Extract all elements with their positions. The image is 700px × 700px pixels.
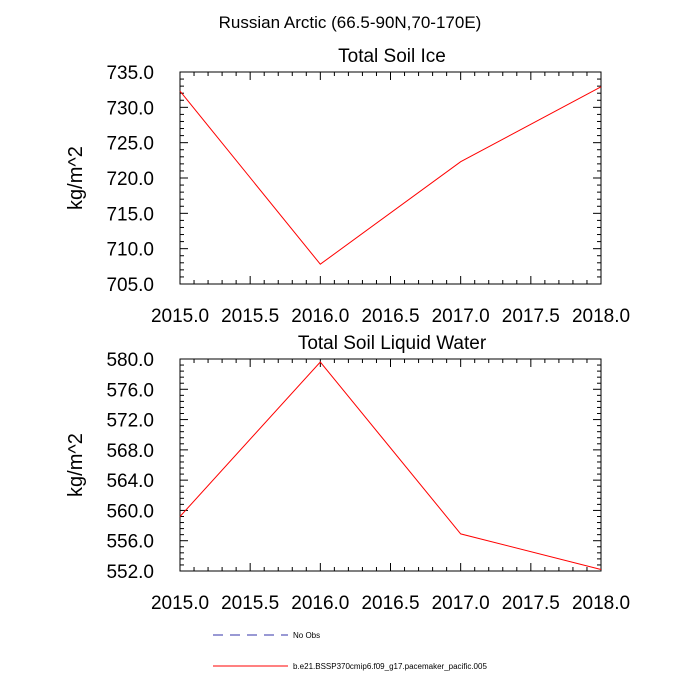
soil-liquid-water-x-tick-label: 2018.0	[572, 593, 630, 614]
soil-ice-y-tick-label: 725.0	[106, 134, 154, 155]
soil-ice-panel: Total Soil Ice 2015.0 2015.5 2016.0 2016.5 20…	[65, 46, 630, 327]
soil-liquid-water-title: Total Soil Liquid Water	[298, 333, 487, 354]
soil-liquid-water-series-line	[179, 361, 602, 570]
soil-ice-y-tick-label: 730.0	[106, 98, 154, 119]
soil-ice-x-tick-label: 2015.5	[221, 306, 279, 327]
soil-liquid-water-y-tick-label: 564.0	[106, 471, 154, 492]
soil-ice-y-tick-label: 705.0	[106, 275, 154, 296]
soil-ice-series-line	[179, 86, 602, 265]
figure-title: Russian Arctic (66.5-90N,70-170E)	[219, 13, 482, 32]
soil-liquid-water-x-tick-label: 2017.5	[502, 593, 560, 614]
soil-ice-x-tick-label: 2017.5	[502, 306, 560, 327]
soil-ice-y-tick-label: 720.0	[106, 169, 154, 190]
soil-liquid-water-x-tick-label: 2015.5	[221, 593, 279, 614]
soil-ice-x-tick-label: 2018.0	[572, 306, 630, 327]
soil-ice-y-axis-title: kg/m^2	[65, 146, 87, 210]
soil-liquid-water-y-tick-label: 572.0	[106, 411, 154, 432]
soil-liquid-water-plot-frame	[179, 358, 602, 572]
soil-liquid-water-y-tick-label: 560.0	[106, 501, 154, 522]
soil-liquid-water-x-tick-label: 2016.5	[361, 593, 419, 614]
soil-liquid-water-y-axis-title: kg/m^2	[65, 433, 87, 497]
soil-liquid-water-x-tick-label: 2016.0	[291, 593, 349, 614]
legend: No Obs b.e21.BSSP370cmip6.f09_g17.pacema…	[213, 631, 487, 671]
soil-liquid-water-x-tick-label: 2017.0	[432, 593, 490, 614]
soil-liquid-water-panel: Total Soil Liquid Water 2015.0 2015.5 2016.…	[65, 333, 630, 614]
soil-ice-y-tick-label: 715.0	[106, 204, 154, 225]
soil-ice-y-tick-label: 735.0	[106, 63, 154, 84]
soil-ice-title: Total Soil Ice	[338, 46, 446, 67]
soil-ice-x-tick-label: 2016.5	[361, 306, 419, 327]
soil-ice-y-tick-label: 710.0	[106, 240, 154, 261]
soil-ice-x-tick-label: 2016.0	[291, 306, 349, 327]
soil-ice-x-tick-label: 2017.0	[432, 306, 490, 327]
soil-ice-x-tick-label: 2015.0	[151, 306, 209, 327]
soil-liquid-water-y-tick-label: 552.0	[106, 562, 154, 583]
soil-ice-plot-frame	[179, 71, 602, 285]
soil-liquid-water-y-tick-label: 556.0	[106, 532, 154, 553]
soil-liquid-water-x-tick-label: 2015.0	[151, 593, 209, 614]
legend-model-label: b.e21.BSSP370cmip6.f09_g17.pacemaker_pac…	[293, 662, 487, 671]
soil-liquid-water-y-tick-label: 568.0	[106, 441, 154, 462]
soil-liquid-water-y-tick-label: 580.0	[106, 350, 154, 371]
legend-obs-label: No Obs	[293, 631, 320, 640]
soil-liquid-water-y-tick-label: 576.0	[106, 380, 154, 401]
